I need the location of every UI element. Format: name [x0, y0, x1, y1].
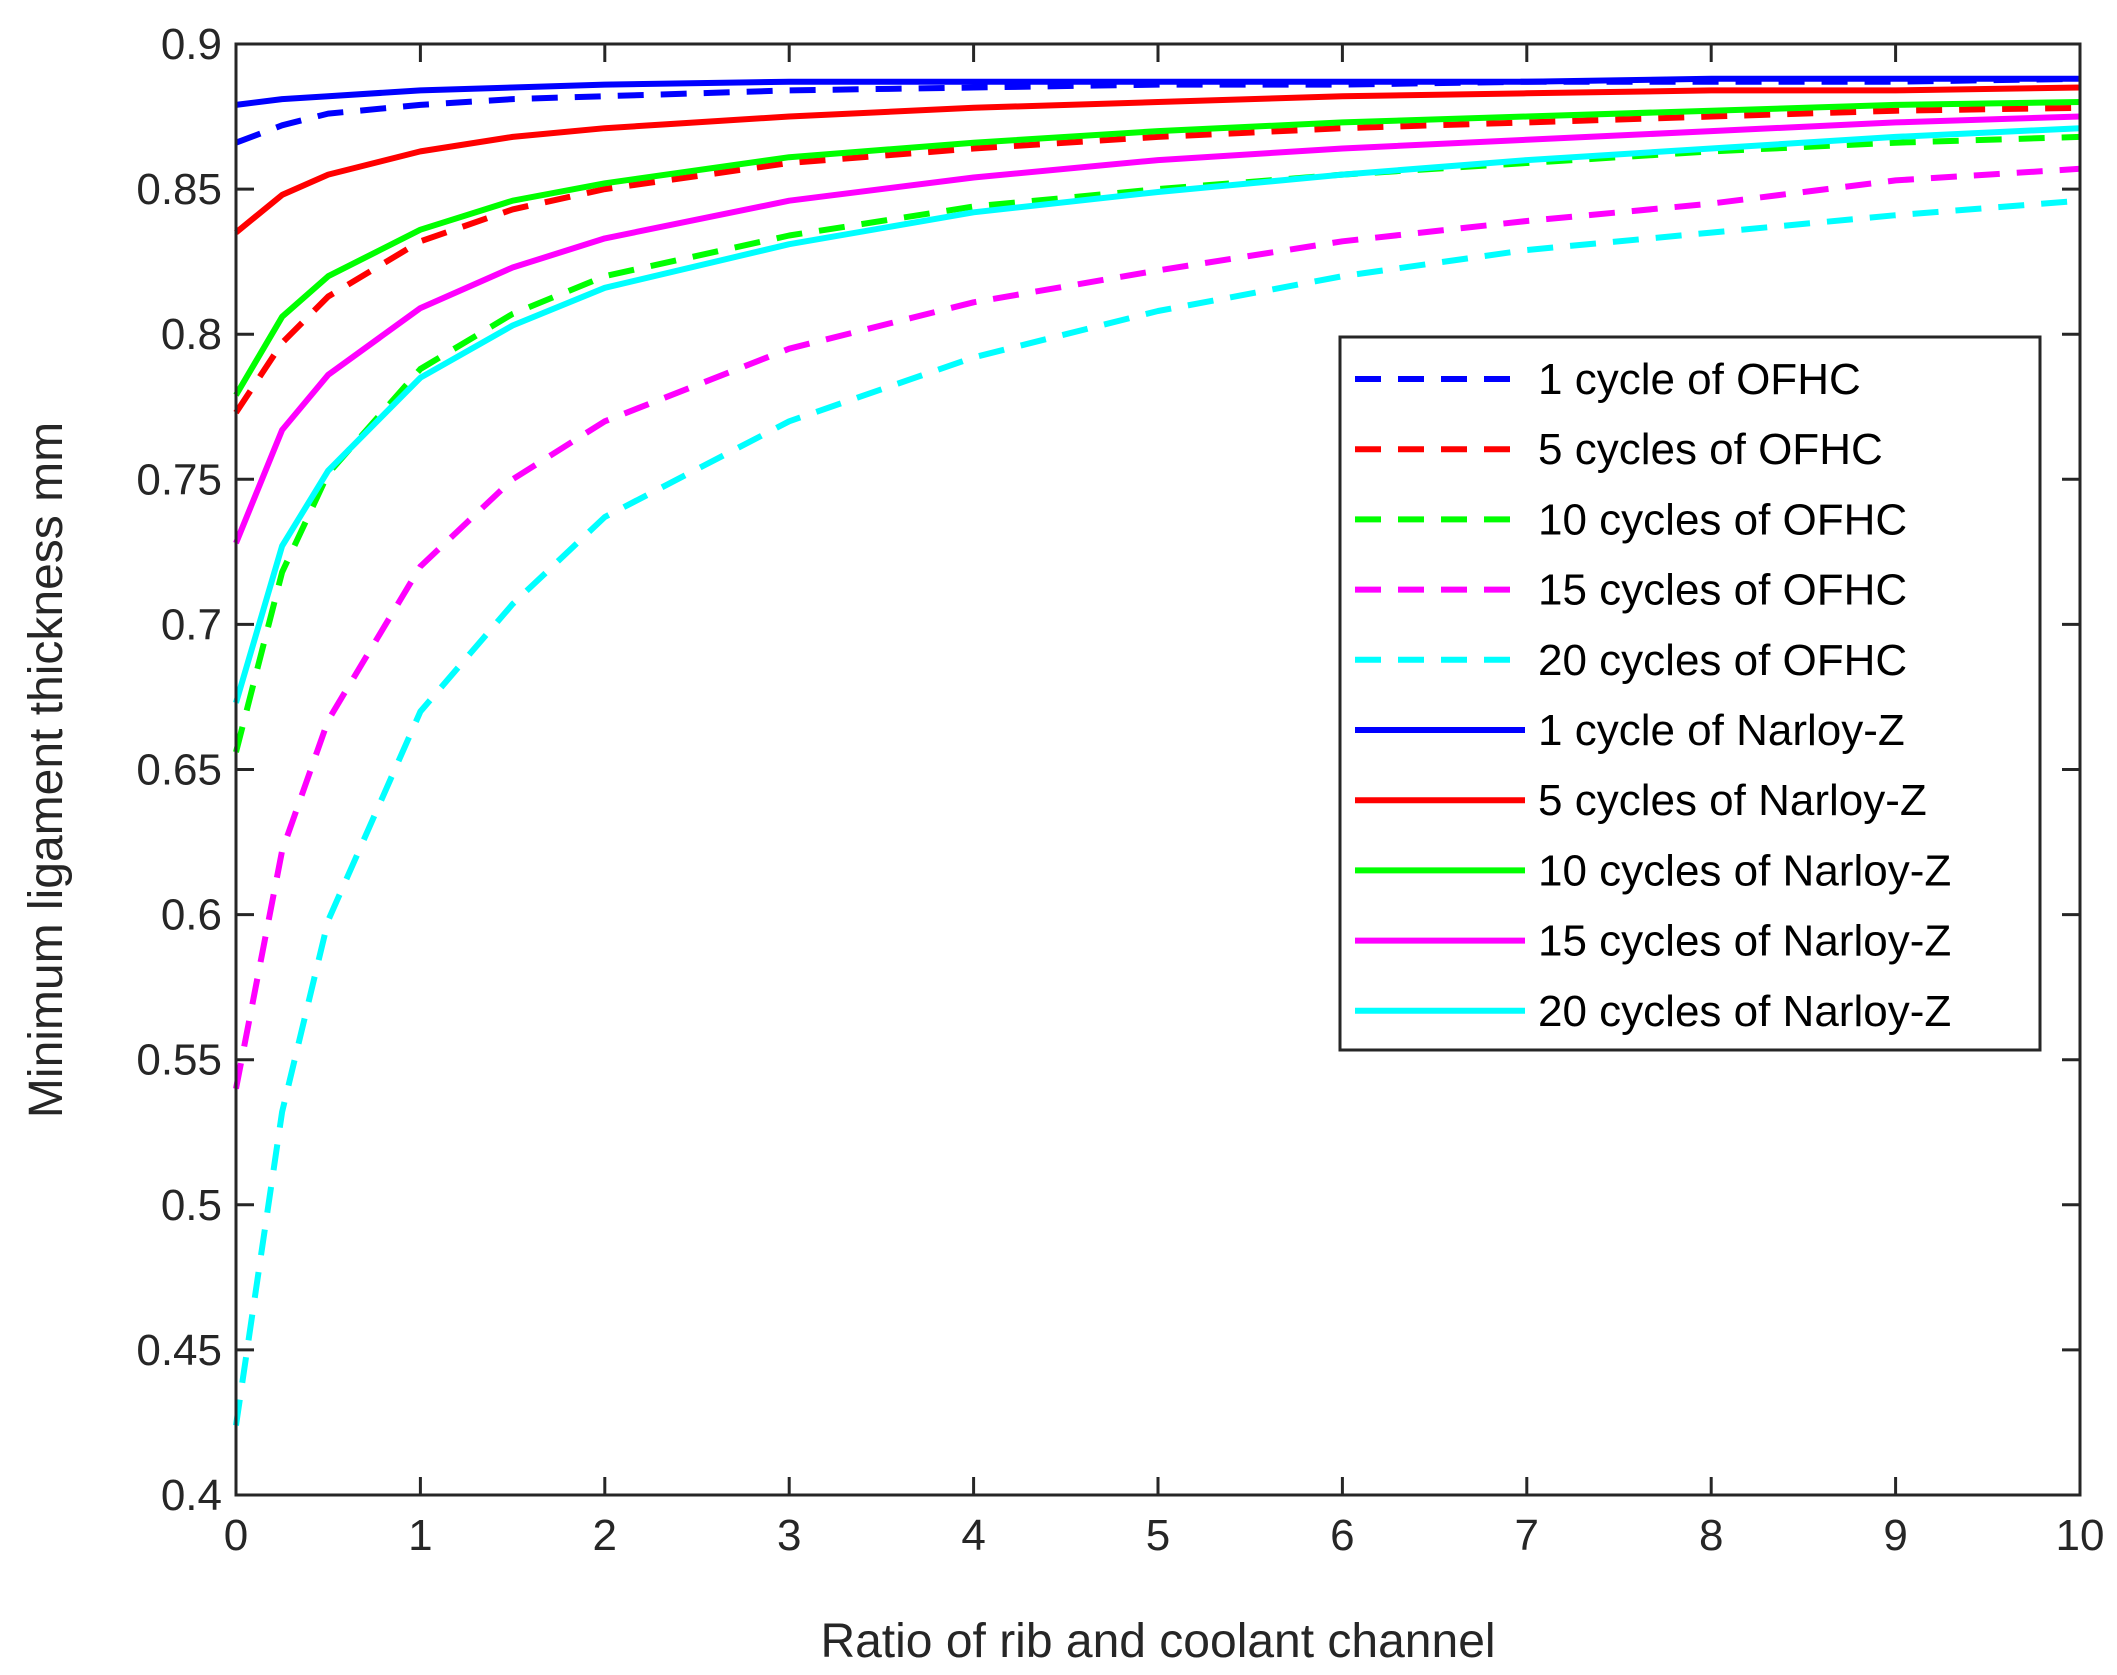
legend-label-2: 5 cycles of OFHC: [1538, 425, 1883, 474]
y-axis-label: Minimum ligament thickness mm: [20, 422, 73, 1118]
series-line-8: [233, 99, 2081, 397]
x-tick-label: 0: [224, 1511, 248, 1560]
y-tick-label: 0.75: [136, 455, 222, 504]
legend-label-6: 1 cycle of Narloy-Z: [1538, 706, 1905, 755]
legend-box: [1338, 335, 2042, 1052]
x-tick-label: 3: [777, 1511, 801, 1560]
tick-layer: 0 1 2 3 4 5 6 7 8 9 10 0.4 0.45 0.5 0.55 0.6 0.65 0.7 0.75…: [136, 20, 2104, 1560]
y-tick-label: 0.8: [161, 310, 222, 359]
x-tick-label: 1: [408, 1511, 432, 1560]
y-tick-label: 0.9: [161, 20, 222, 69]
legend-label-9: 15 cycles of Narloy-Z: [1538, 917, 1951, 966]
x-tick-label: 8: [1699, 1511, 1723, 1560]
legend-label-8: 10 cycles of Narloy-Z: [1538, 846, 1951, 895]
series-line-1: [234, 75, 2081, 146]
y-tick-label: 0.55: [136, 1036, 222, 1085]
legend-entries: 1 cycle of OFHC 5 cycles of OFHC 10 cycles…: [1355, 355, 1951, 1036]
x-tick-label: 2: [593, 1511, 617, 1560]
x-axis-label: Ratio of rib and coolant channel: [820, 1615, 1495, 1668]
y-tick-label: 0.45: [136, 1326, 222, 1375]
y-tick-label: 0.85: [136, 165, 222, 214]
x-tick-label: 7: [1515, 1511, 1539, 1560]
series-line-7: [234, 84, 2081, 235]
x-tick-label: 5: [1146, 1511, 1170, 1560]
y-tick-label: 0.4: [161, 1471, 222, 1520]
legend-label-5: 20 cycles of OFHC: [1538, 636, 1907, 685]
legend: 1 cycle of OFHC 5 cycles of OFHC 10 cycles…: [1338, 335, 2042, 1052]
y-tick-label: 0.7: [161, 600, 222, 649]
legend-label-7: 5 cycles of Narloy-Z: [1538, 776, 1927, 825]
series-layer: [233, 75, 2081, 1426]
series-line-9: [233, 113, 2081, 545]
y-tick-label: 0.6: [161, 891, 222, 940]
y-tick-label: 0.65: [136, 746, 222, 795]
series-line-4: [233, 165, 2081, 1090]
series-line-6: [235, 75, 2080, 108]
legend-label-3: 10 cycles of OFHC: [1538, 495, 1907, 544]
y-tick-label: 0.5: [161, 1181, 222, 1230]
x-tick-label: 6: [1330, 1511, 1354, 1560]
series-line-10: [233, 125, 2081, 704]
x-tick-label: 10: [2056, 1511, 2105, 1560]
legend-label-1: 1 cycle of OFHC: [1538, 355, 1861, 404]
legend-label-10: 20 cycles of Narloy-Z: [1538, 987, 1951, 1036]
series-line-2: [233, 104, 2081, 415]
x-tick-label: 4: [961, 1511, 985, 1560]
legend-label-4: 15 cycles of OFHC: [1538, 566, 1907, 615]
x-tick-label: 9: [1883, 1511, 1907, 1560]
series-line-5: [233, 197, 2081, 1426]
